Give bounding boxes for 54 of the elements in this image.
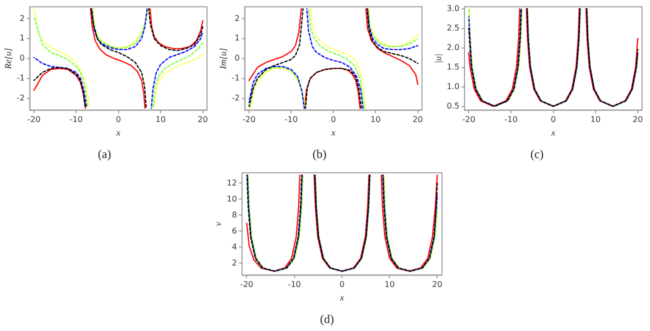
x-tick-label: -10 [70, 115, 83, 124]
x-tick-label: -10 [504, 115, 518, 124]
x-tick-label: -20 [240, 280, 254, 290]
x-tick-label: 10 [384, 280, 395, 290]
x-tick-label: 10 [370, 115, 381, 124]
x-tick-label: 0 [330, 115, 336, 124]
y-tick-label: 3.0 [446, 4, 460, 13]
x-tick-label: 0 [339, 280, 345, 290]
x-tick-label: -20 [242, 115, 256, 124]
y-tick-label: -2 [16, 93, 25, 102]
text: (c) [530, 146, 544, 161]
y-axis-title: Re[u] [2, 48, 13, 70]
y-tick-label: 1 [234, 34, 240, 43]
x-tick-label: -10 [288, 280, 301, 290]
x-tick-label: 0 [550, 115, 556, 124]
x-axis-title: x [330, 128, 336, 138]
x-tick-label: 20 [632, 115, 643, 124]
y-tick-label: 2 [234, 14, 240, 23]
y-tick-label: 2.0 [446, 42, 460, 52]
x-tick-label: -20 [462, 115, 476, 124]
y-tick-label: 1 [20, 34, 25, 43]
x-tick-label: 20 [198, 115, 208, 124]
y-tick-label: -1 [232, 73, 240, 82]
y-tick-label: 1.0 [446, 82, 460, 91]
text: (d) [320, 312, 334, 326]
y-tick-label: 12 [226, 178, 237, 188]
y-tick-label: 0 [234, 54, 240, 63]
x-tick-label: -20 [27, 115, 41, 124]
y-tick-label: 0.5 [446, 101, 460, 110]
y-tick-label: 4 [232, 242, 237, 252]
y-tick-label: 2.5 [446, 23, 460, 32]
y-axis-title: v [212, 222, 223, 226]
y-tick-label: 10 [226, 194, 237, 204]
y-axis-title: Im[u] [218, 48, 228, 70]
y-tick-label: 1.5 [446, 62, 460, 72]
x-axis-title: x [115, 128, 120, 138]
y-tick-label: -1 [16, 73, 25, 82]
y-axis-title: |u| [432, 54, 443, 64]
x-tick-label: -10 [284, 115, 298, 124]
x-axis-title: x [338, 292, 344, 303]
x-tick-label: 0 [116, 115, 121, 124]
text: (a) [98, 146, 112, 161]
y-tick-label: 0 [20, 54, 25, 63]
x-tick-label: 20 [432, 280, 442, 290]
y-tick-label: 6 [232, 226, 237, 236]
y-tick-label: 2 [232, 258, 237, 268]
y-tick-label: 8 [232, 210, 237, 220]
text: (b) [312, 146, 326, 161]
x-tick-label: 10 [590, 115, 601, 124]
x-tick-label: 10 [155, 115, 166, 124]
x-tick-label: 20 [412, 115, 423, 124]
y-tick-label: -2 [232, 93, 240, 102]
y-tick-label: 2 [20, 14, 25, 23]
x-axis-title: x [550, 128, 556, 138]
